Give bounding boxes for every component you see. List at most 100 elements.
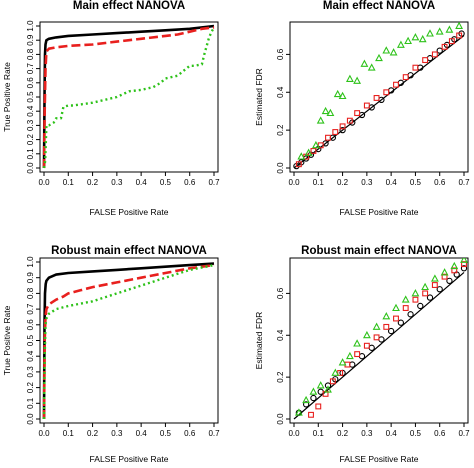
y-tick-label: 0.0 — [276, 413, 285, 425]
x-axis-label: FALSE Positive Rate — [340, 207, 419, 217]
data-point — [396, 40, 405, 48]
y-tick-label: 0.5 — [26, 91, 35, 103]
y-tick-label: 0.8 — [26, 287, 35, 299]
data-point — [316, 116, 325, 124]
y-tick-label: 1.0 — [26, 256, 35, 268]
data-point — [354, 351, 361, 358]
x-tick-label: 0.3 — [111, 429, 123, 438]
x-tick-label: 0.6 — [184, 178, 196, 187]
data-point — [404, 36, 413, 45]
plot-area — [293, 258, 468, 420]
data-point — [436, 286, 443, 293]
data-point — [309, 387, 318, 395]
x-axis: 0.0 0.1 0.2 0.3 0.4 0.5 0.6 0.7 — [288, 172, 470, 187]
data-point — [373, 94, 380, 101]
y-tick-label: 0.9 — [26, 34, 35, 46]
roc-curve-red — [42, 263, 215, 420]
x-tick-label: 0.3 — [111, 178, 123, 187]
data-point — [339, 126, 346, 134]
data-point — [345, 74, 354, 82]
y-tick-label: 0.6 — [26, 319, 35, 331]
plot-frame — [39, 21, 219, 173]
data-point — [315, 403, 322, 410]
data-point — [401, 295, 410, 303]
y-tick-label: 0.8 — [26, 48, 35, 60]
plot-area — [42, 24, 216, 169]
y-axis-label: True Positive Rate — [2, 62, 12, 132]
data-point — [363, 342, 370, 349]
scatter-series-black — [295, 265, 468, 416]
data-point — [345, 351, 354, 360]
data-point — [317, 142, 324, 149]
reference-line — [293, 272, 465, 420]
x-tick-label: 0.0 — [38, 178, 50, 187]
data-point — [460, 265, 468, 272]
x-tick-label: 0.4 — [386, 178, 398, 187]
x-tick-label: 0.5 — [160, 178, 172, 187]
x-tick-label: 0.0 — [38, 429, 50, 438]
data-point — [441, 43, 448, 50]
data-point — [431, 51, 438, 58]
data-point — [397, 319, 405, 326]
x-tick-label: 0.4 — [136, 429, 148, 438]
chart-panel-4: Robust main effect NANOVA 0.0 0.1 0.2 0.3 0.4… — [254, 245, 470, 464]
data-point — [302, 395, 311, 404]
data-point — [445, 25, 454, 33]
y-tick-label: 0.3 — [26, 366, 35, 378]
data-point — [411, 33, 420, 41]
data-point — [316, 381, 325, 389]
data-point — [430, 274, 439, 282]
data-point — [317, 388, 324, 395]
y-axis-label: True Positive Rate — [2, 305, 12, 375]
y-tick-label: 0.4 — [26, 105, 35, 117]
x-tick-label: 0.5 — [410, 178, 422, 187]
data-point — [446, 277, 453, 284]
data-point — [393, 81, 399, 88]
data-point — [373, 334, 380, 341]
x-tick-label: 0.2 — [87, 429, 99, 438]
y-tick-label: 0.1 — [26, 397, 35, 409]
plot-frame — [289, 257, 469, 424]
y-tick-label: 0.6 — [276, 48, 285, 60]
plot-area — [293, 22, 465, 170]
y-axis: 0.0 0.2 0.4 0.6 — [276, 287, 290, 425]
data-point — [310, 394, 317, 402]
y-tick-label: 1.0 — [26, 20, 35, 32]
x-tick-label: 0.6 — [434, 178, 446, 187]
data-point — [304, 148, 313, 156]
data-point — [324, 385, 332, 393]
data-point — [363, 102, 370, 109]
data-point — [440, 268, 449, 276]
data-point — [426, 29, 434, 37]
scatter-series-green — [297, 22, 464, 160]
data-point — [295, 161, 302, 168]
data-point — [387, 327, 395, 335]
x-tick-label: 0.0 — [288, 429, 300, 438]
x-axis-label: FALSE Positive Rate — [90, 454, 169, 464]
data-point — [426, 55, 434, 62]
data-point — [422, 290, 429, 297]
data-point — [346, 117, 353, 124]
data-point — [417, 302, 424, 310]
data-point — [407, 311, 414, 318]
x-axis: 0.0 0.1 0.2 0.3 0.4 0.5 0.6 0.7 — [38, 423, 220, 438]
x-tick-label: 0.4 — [136, 178, 148, 187]
y-tick-label: 0.6 — [26, 77, 35, 89]
data-point — [461, 261, 467, 268]
chart-title: Robust main effect NANOVA — [51, 245, 207, 257]
roc-curve-black — [42, 24, 215, 169]
x-tick-label: 0.6 — [434, 429, 446, 438]
data-point — [441, 273, 448, 280]
y-tick-label: 0.1 — [26, 148, 35, 160]
data-point — [392, 303, 400, 312]
data-point — [436, 47, 443, 54]
x-tick-label: 0.5 — [410, 429, 422, 438]
y-tick-label: 0.7 — [26, 303, 35, 315]
data-point — [456, 32, 463, 39]
data-point — [418, 34, 427, 43]
x-tick-label: 0.6 — [184, 429, 196, 438]
y-axis: 0.0 0.1 0.2 0.3 0.4 0.5 0.6 0.7 0.8 0.9 1.0 — [26, 256, 40, 425]
plot-area — [42, 262, 215, 420]
